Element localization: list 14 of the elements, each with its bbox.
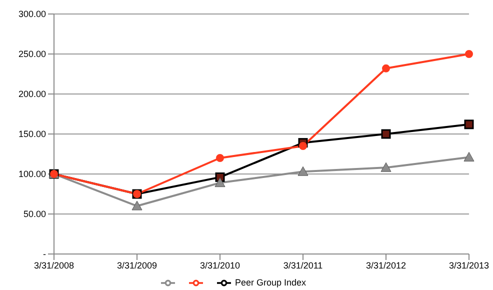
x-tick-label: 3/31/2011 bbox=[283, 260, 323, 270]
x-tick-label: 3/31/2013 bbox=[448, 260, 490, 270]
x-tick-label: 3/31/2010 bbox=[200, 260, 240, 270]
y-tick-label: 200.00 bbox=[18, 89, 46, 100]
x-tick-label: 3/31/2008 bbox=[34, 260, 74, 270]
y-tick-label: - bbox=[43, 249, 46, 260]
y-tick-label: 300.00 bbox=[18, 9, 46, 20]
y-tick-label: 50.00 bbox=[23, 209, 46, 220]
y-tick-label: 150.00 bbox=[18, 129, 46, 140]
legend-label: Peer Group Index bbox=[234, 277, 306, 288]
x-tick-label: 3/31/2009 bbox=[116, 260, 158, 270]
x-tick-label: 3/31/2012 bbox=[366, 260, 406, 270]
y-tick-label: 250.00 bbox=[18, 49, 46, 60]
y-tick-label: 100.00 bbox=[18, 169, 46, 180]
